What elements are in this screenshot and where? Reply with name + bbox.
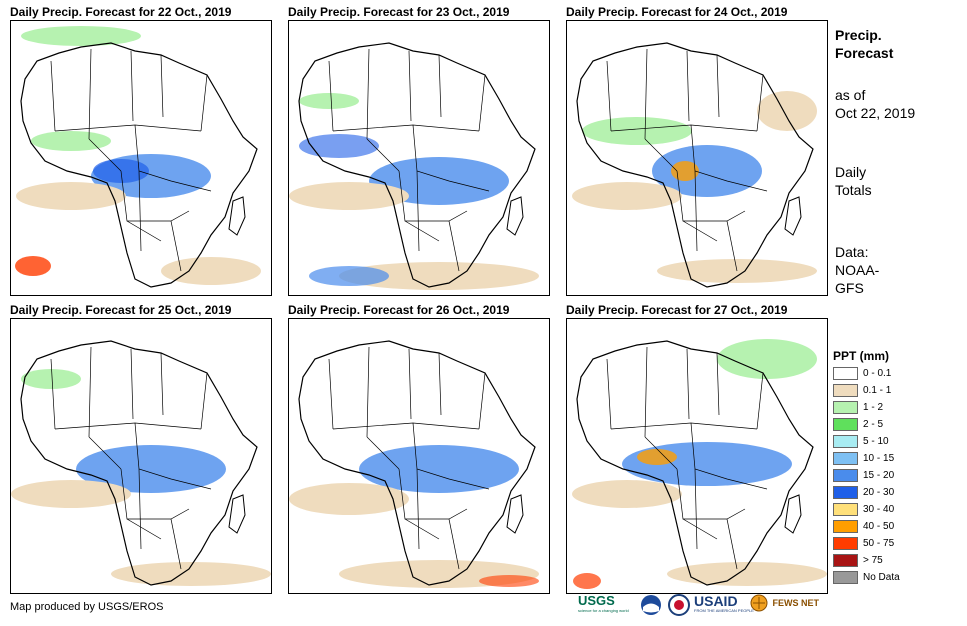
as-of-date: as of Oct 22, 2019 xyxy=(835,86,915,122)
legend-label: 20 - 30 xyxy=(863,487,895,498)
precip-map xyxy=(10,318,272,594)
usaid-seal-icon xyxy=(668,594,690,618)
agency-logos: USGS science for a changing world USAID … xyxy=(578,594,828,620)
legend-label: 30 - 40 xyxy=(863,504,895,515)
legend-swatch xyxy=(833,435,858,448)
forecast-heading: Precip. Forecast xyxy=(835,26,893,62)
usgs-logo: USGS science for a changing world xyxy=(578,593,629,614)
panel-title: Daily Precip. Forecast for 24 Oct., 2019 xyxy=(566,5,788,19)
legend-swatch xyxy=(833,418,858,431)
heading-line: Precip. xyxy=(835,27,882,43)
legend-label: 0.1 - 1 xyxy=(863,385,892,396)
panel-title: Daily Precip. Forecast for 25 Oct., 2019 xyxy=(10,303,232,317)
legend-item: 15 - 20 xyxy=(833,467,933,484)
map-credit: Map produced by USGS/EROS xyxy=(10,601,164,613)
data-line: NOAA- xyxy=(835,262,880,278)
ppt-legend: PPT (mm) 0 - 0.1 0.1 - 1 1 - 2 2 - 5 5 - 10 1… xyxy=(833,347,933,586)
totals-line: Daily xyxy=(835,164,867,180)
forecast-panel-25-oct: Daily Precip. Forecast for 25 Oct., 2019 xyxy=(10,302,272,594)
legend-label: 2 - 5 xyxy=(863,419,884,430)
legend-title: PPT (mm) xyxy=(833,349,890,363)
data-line: GFS xyxy=(835,280,864,296)
legend-item: 0 - 0.1 xyxy=(833,365,933,382)
legend-label: No Data xyxy=(863,572,900,583)
precip-map xyxy=(288,20,550,296)
precip-map xyxy=(566,20,828,296)
legend-swatch xyxy=(833,520,858,533)
legend-swatch xyxy=(833,554,858,567)
panel-title: Daily Precip. Forecast for 26 Oct., 2019 xyxy=(288,303,510,317)
legend-swatch xyxy=(833,537,858,550)
legend-swatch xyxy=(833,401,858,414)
legend-item: 30 - 40 xyxy=(833,501,933,518)
legend-swatch xyxy=(833,486,858,499)
legend-item: 20 - 30 xyxy=(833,484,933,501)
legend-item: 10 - 15 xyxy=(833,450,933,467)
heading-line: Forecast xyxy=(835,45,894,61)
legend-item: > 75 xyxy=(833,552,933,569)
legend-item: No Data xyxy=(833,569,933,586)
legend-item: 50 - 75 xyxy=(833,535,933,552)
asof-line: as of xyxy=(835,87,866,103)
totals-line: Totals xyxy=(835,182,872,198)
legend-label: 15 - 20 xyxy=(863,470,895,481)
forecast-panel-24-oct: Daily Precip. Forecast for 24 Oct., 2019 xyxy=(566,4,828,296)
panel-title: Daily Precip. Forecast for 27 Oct., 2019 xyxy=(566,303,788,317)
legend-swatch xyxy=(833,384,858,397)
legend-swatch xyxy=(833,571,858,584)
legend-swatch xyxy=(833,367,858,380)
legend-item: 0.1 - 1 xyxy=(833,382,933,399)
panel-title: Daily Precip. Forecast for 23 Oct., 2019 xyxy=(288,5,510,19)
legend-label: > 75 xyxy=(863,555,883,566)
legend-label: 0 - 0.1 xyxy=(863,368,892,379)
usaid-logo: USAID FROM THE AMERICAN PEOPLE xyxy=(694,593,754,613)
legend-label: 5 - 10 xyxy=(863,436,889,447)
data-line: Data: xyxy=(835,244,869,260)
precip-map xyxy=(288,318,550,594)
legend-label: 10 - 15 xyxy=(863,453,895,464)
legend-label: 1 - 2 xyxy=(863,402,884,413)
legend-item: 5 - 10 xyxy=(833,433,933,450)
forecast-panel-27-oct: Daily Precip. Forecast for 27 Oct., 2019 xyxy=(566,302,828,594)
forecast-panel-26-oct: Daily Precip. Forecast for 26 Oct., 2019 xyxy=(288,302,550,594)
data-source: Data: NOAA- GFS xyxy=(835,243,879,297)
totals-label: Daily Totals xyxy=(835,163,872,199)
legend-label: 40 - 50 xyxy=(863,521,895,532)
forecast-panel-23-oct: Daily Precip. Forecast for 23 Oct., 2019 xyxy=(288,4,550,296)
legend-swatch xyxy=(833,469,858,482)
noaa-logo xyxy=(640,594,662,618)
precip-map xyxy=(566,318,828,594)
fewsnet-logo: FEWS NET xyxy=(750,594,828,618)
forecast-panel-22-oct: Daily Precip. Forecast for 22 Oct., 2019 xyxy=(10,4,272,296)
panel-title: Daily Precip. Forecast for 22 Oct., 2019 xyxy=(10,5,232,19)
legend-label: 50 - 75 xyxy=(863,538,895,549)
legend-swatch xyxy=(833,503,858,516)
legend-item: 40 - 50 xyxy=(833,518,933,535)
precip-map xyxy=(10,20,272,296)
legend-swatch xyxy=(833,452,858,465)
legend-item: 1 - 2 xyxy=(833,399,933,416)
asof-line: Oct 22, 2019 xyxy=(835,105,916,121)
legend-item: 2 - 5 xyxy=(833,416,933,433)
